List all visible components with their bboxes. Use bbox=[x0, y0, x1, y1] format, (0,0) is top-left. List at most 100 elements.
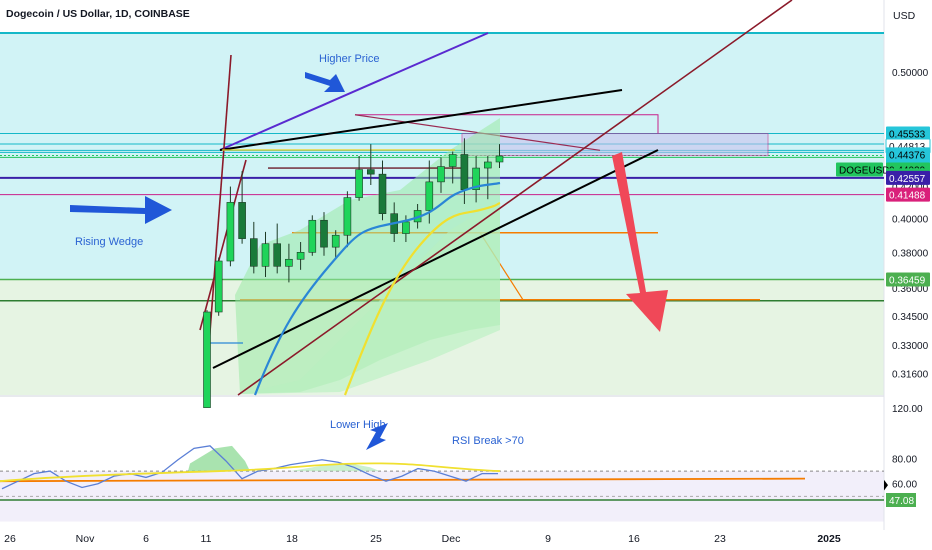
candle[interactable] bbox=[214, 257, 223, 316]
candle-body bbox=[425, 181, 434, 211]
price-label-box bbox=[886, 147, 930, 162]
ma-blue-line bbox=[253, 181, 501, 396]
candle-body bbox=[483, 161, 492, 169]
candle-body bbox=[285, 258, 293, 267]
candle[interactable] bbox=[495, 144, 504, 169]
x-tick-label: 25 bbox=[370, 533, 382, 545]
blue-arrow-lower-high bbox=[366, 423, 388, 450]
candle-body bbox=[378, 173, 387, 214]
annotation-rising-wedge: Rising Wedge bbox=[75, 236, 143, 248]
axis-layer: 26Nov6111825Dec9162320250.500000.420000.… bbox=[4, 68, 931, 545]
price-label-box bbox=[886, 187, 930, 202]
y-tick-label: 0.40000 bbox=[892, 215, 929, 226]
price-label-box bbox=[836, 162, 883, 177]
candle[interactable] bbox=[250, 221, 258, 274]
price-label-box bbox=[886, 126, 930, 141]
annotation-rsi-break: RSI Break >70 bbox=[452, 435, 524, 447]
blue-arrow-higher-price bbox=[305, 72, 345, 92]
candle[interactable] bbox=[226, 186, 235, 267]
rsi-orange-trend bbox=[0, 477, 806, 483]
price-label: 0.44376 bbox=[889, 150, 926, 161]
price-label-box bbox=[886, 170, 930, 185]
candle-body bbox=[343, 197, 352, 236]
candle[interactable] bbox=[448, 151, 457, 184]
rsi-overbought-fill bbox=[188, 445, 250, 472]
candle[interactable] bbox=[472, 155, 480, 203]
price-label: 0.36459 bbox=[889, 275, 926, 286]
ma-yellow-line bbox=[343, 201, 501, 396]
candle[interactable] bbox=[203, 310, 211, 408]
x-tick-label: 2025 bbox=[817, 533, 841, 545]
y-tick-label: 0.50000 bbox=[892, 68, 929, 79]
x-tick-label: 11 bbox=[201, 533, 212, 545]
rsi-line bbox=[1, 445, 498, 490]
x-tick-label: Nov bbox=[76, 533, 95, 545]
price-label: 0.45533 bbox=[889, 130, 926, 141]
candle[interactable] bbox=[366, 144, 375, 185]
rsi-tick-label: 80.00 bbox=[892, 454, 917, 465]
candle-body bbox=[402, 221, 410, 234]
drawing-layer bbox=[199, 0, 793, 399]
x-tick-label: 9 bbox=[545, 533, 551, 545]
rsi-panel[interactable]: Lower High RSI Break >70 bbox=[0, 419, 884, 501]
candle[interactable] bbox=[261, 231, 270, 277]
chart-title: Dogecoin / US Dollar, 1D, COINBASE bbox=[6, 8, 190, 20]
red-arrow-down bbox=[612, 152, 668, 332]
candle[interactable] bbox=[343, 191, 352, 248]
price-label: 0.41488 bbox=[889, 191, 926, 202]
candle-body bbox=[331, 234, 340, 248]
candle[interactable] bbox=[238, 171, 246, 244]
candle[interactable] bbox=[308, 215, 317, 256]
candle-body bbox=[203, 311, 211, 408]
currency-label[interactable]: USD bbox=[893, 10, 916, 22]
rsi-value-label: 47.08 bbox=[889, 496, 914, 507]
candle[interactable] bbox=[355, 155, 363, 201]
candle[interactable] bbox=[320, 212, 328, 256]
candle-body bbox=[320, 219, 328, 248]
upper-wedge-line bbox=[219, 89, 623, 151]
annotation-lower-high: Lower High bbox=[330, 419, 386, 431]
candle-body bbox=[226, 202, 235, 262]
candle-body bbox=[437, 166, 445, 183]
candle[interactable] bbox=[378, 160, 387, 221]
candle-body bbox=[261, 243, 270, 267]
y-tick-label: 0.38000 bbox=[892, 248, 929, 259]
x-tick-label: Dec bbox=[442, 533, 461, 545]
candle[interactable] bbox=[285, 243, 293, 283]
blue-arrow-right bbox=[70, 196, 172, 224]
rsi-tick-label: 120.00 bbox=[892, 404, 923, 415]
y-tick-label: 0.31600 bbox=[892, 369, 929, 380]
x-tick-label: 16 bbox=[628, 533, 640, 545]
rsi-ma-line bbox=[0, 462, 501, 483]
rsi-value-box bbox=[886, 493, 916, 507]
y-tick-label: 0.33000 bbox=[892, 341, 929, 352]
lower-wedge-line bbox=[212, 149, 659, 369]
candle[interactable] bbox=[331, 230, 340, 258]
candle-body bbox=[460, 154, 469, 190]
annotation-higher-price: Higher Price bbox=[319, 53, 380, 65]
y-tick-label: 0.34500 bbox=[892, 312, 929, 323]
x-tick-label: 18 bbox=[286, 533, 298, 545]
candle-body bbox=[238, 202, 246, 239]
candle-body bbox=[495, 155, 504, 163]
x-tick-label: 23 bbox=[714, 533, 726, 545]
candle-body bbox=[296, 252, 305, 260]
annotation-layer: Higher Price Rising Wedge bbox=[70, 53, 668, 332]
candle[interactable] bbox=[296, 242, 305, 270]
candle[interactable] bbox=[437, 157, 445, 193]
x-tick-label: 26 bbox=[4, 533, 16, 545]
candle[interactable] bbox=[273, 223, 282, 274]
candle-body bbox=[366, 169, 375, 175]
candle-body bbox=[355, 169, 363, 198]
symbol-tag: DOGEUSD bbox=[839, 166, 890, 177]
background-layer bbox=[0, 0, 885, 530]
inner-band bbox=[240, 200, 500, 394]
candle[interactable] bbox=[483, 155, 492, 200]
red-vertical-line-2 bbox=[199, 159, 247, 331]
candle-body bbox=[448, 154, 457, 167]
price-label-box bbox=[886, 272, 930, 287]
y-tick-label: 0.36000 bbox=[892, 284, 929, 295]
candle-body bbox=[472, 167, 480, 190]
